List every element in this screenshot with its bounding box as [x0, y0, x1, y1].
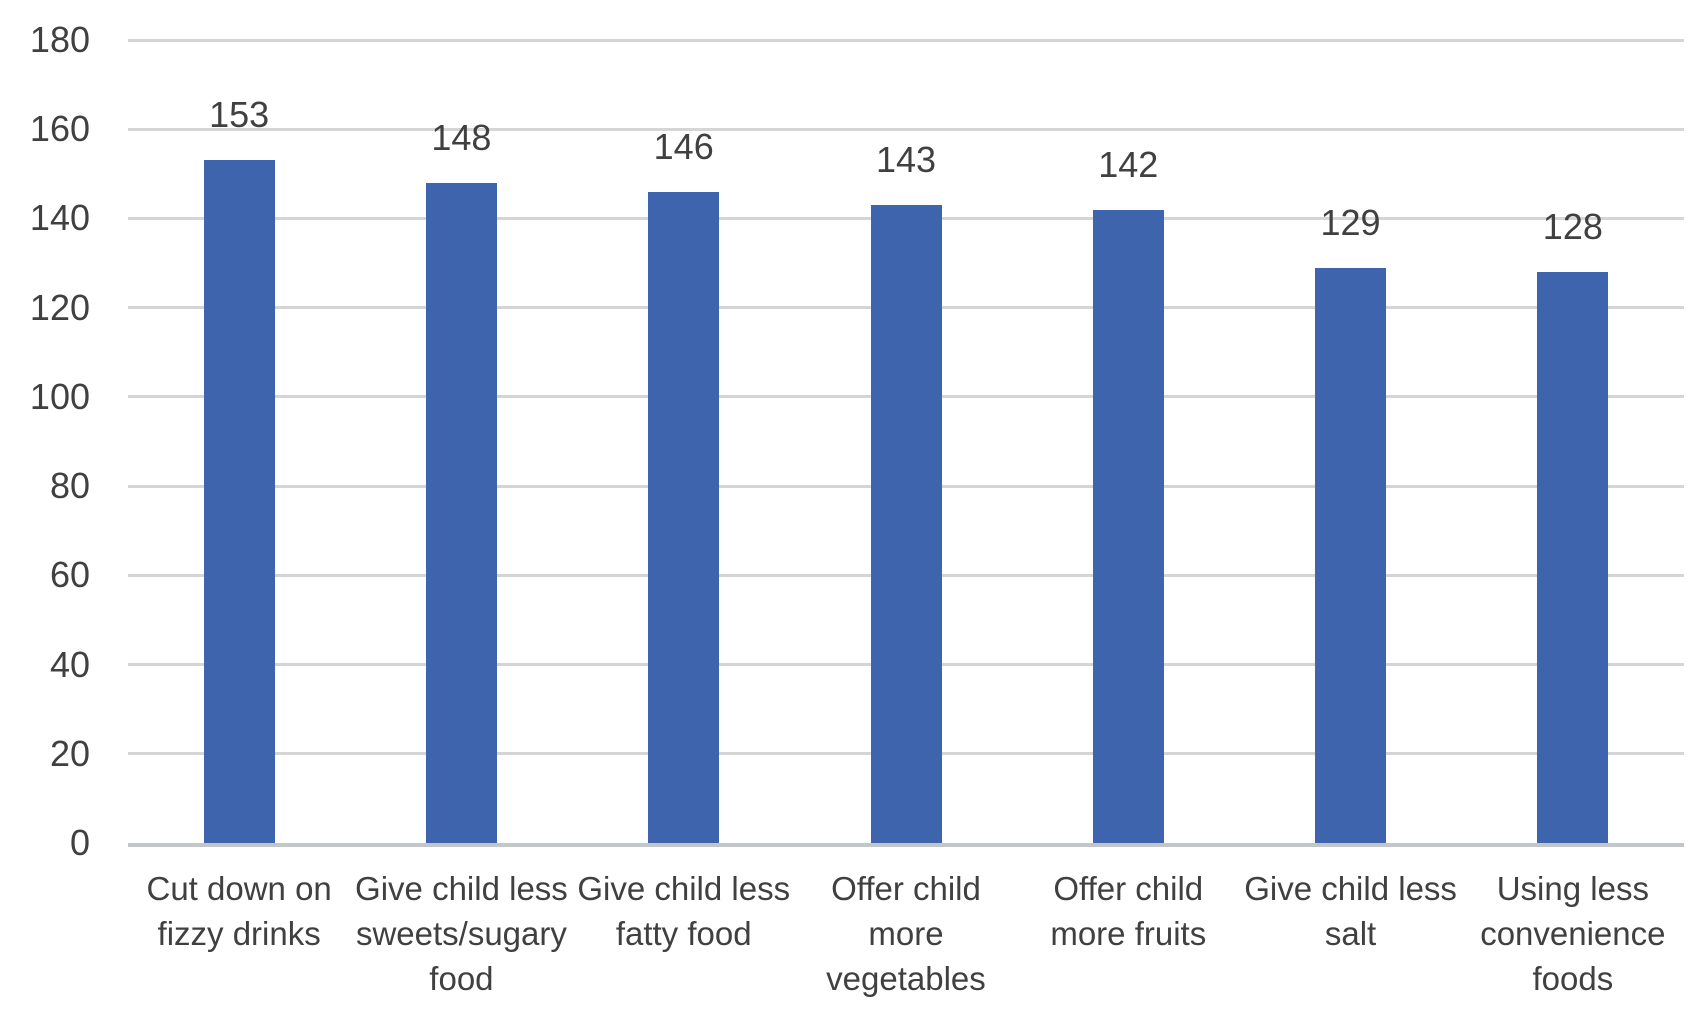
bar-value-label: 143: [875, 139, 937, 181]
x-category-label: Using less convenience foods: [1480, 870, 1666, 997]
y-axis-tick-label: 20: [49, 732, 90, 774]
x-category-label: Cut down on fizzy drinks: [146, 870, 332, 952]
gridline: [128, 38, 1684, 42]
x-category-label: Offer child more fruits: [1050, 870, 1207, 952]
gridline: [128, 127, 1684, 131]
bar-value-label: 153: [209, 94, 270, 136]
bar: [1092, 209, 1164, 843]
bar: [203, 160, 275, 843]
bar-value-label: 129: [1320, 201, 1381, 243]
x-category-label: Give child less sweets/sugary food: [355, 870, 568, 997]
x-category-label: Give child less salt: [1244, 870, 1457, 952]
bar: [1537, 271, 1609, 843]
bar-value-label: 128: [1542, 205, 1603, 247]
y-axis-tick-label: 160: [29, 108, 90, 150]
y-axis-tick-label: 180: [29, 19, 90, 60]
bar-value-label: 146: [653, 125, 714, 167]
x-category-label: Offer child more vegetables: [826, 870, 986, 997]
y-axis-tick-label: 40: [49, 643, 90, 685]
y-axis-tick-label: 60: [49, 554, 90, 596]
y-axis-tick-label: 120: [29, 286, 90, 328]
bar-value-label: 148: [431, 116, 492, 158]
y-axis-tick-label: 0: [69, 822, 90, 863]
y-axis-tick-label: 80: [49, 465, 90, 507]
bar: [870, 205, 942, 843]
y-axis-tick-label: 140: [29, 197, 90, 239]
bar: [425, 182, 497, 843]
x-category-label: Give child less fatty food: [577, 870, 791, 952]
x-axis-line: [128, 843, 1684, 847]
bar-value-label: 142: [1098, 143, 1159, 185]
y-axis-tick-label: 100: [29, 375, 90, 417]
bar: [648, 191, 720, 843]
bar: [1315, 267, 1387, 843]
